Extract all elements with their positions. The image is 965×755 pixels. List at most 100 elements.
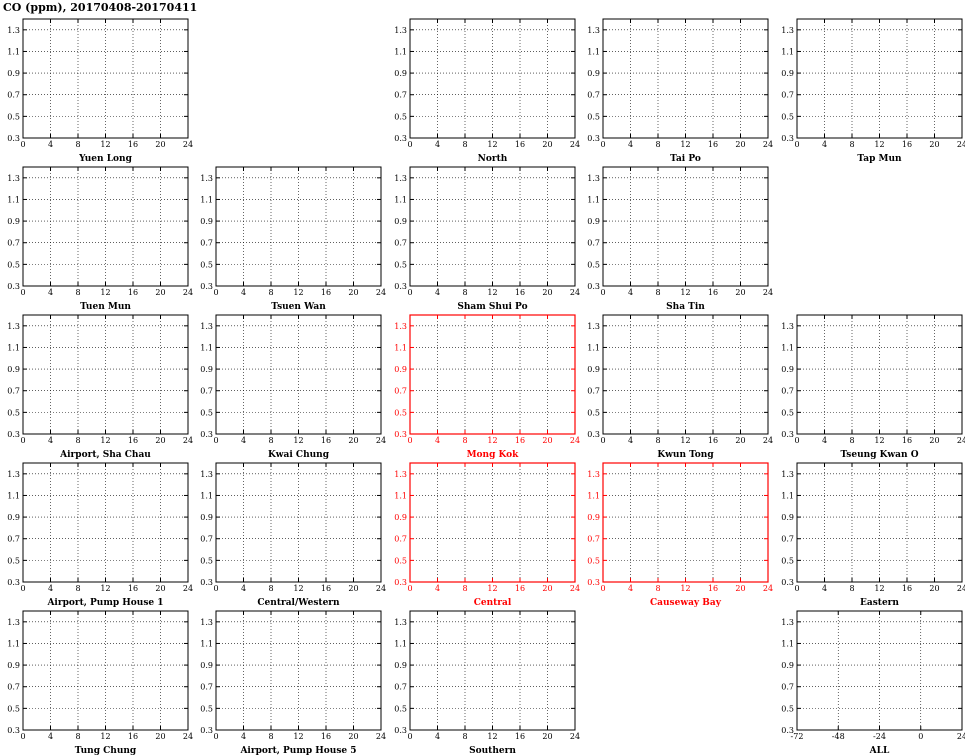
panel-label: Sha Tin — [666, 302, 705, 312]
x-tick-label: 0 — [20, 584, 25, 593]
panel-frame — [602, 18, 769, 139]
x-tick-label: 12 — [100, 732, 110, 741]
y-tick-label: 1.3 — [781, 26, 794, 35]
y-tick-label: 0.7 — [781, 387, 794, 396]
x-tick-label: 24 — [957, 436, 965, 445]
y-tick-label: 0.3 — [394, 726, 407, 735]
x-tick-label: 16 — [902, 140, 912, 149]
panel-frame — [602, 314, 769, 435]
panel-label: Tung Chung — [75, 746, 137, 755]
panel-19: 0 4 8 12 16 20 24 0.3 0.5 0.7 0.9 1.1 1.3 Airport, Pu… — [200, 610, 386, 755]
x-tick-label: 4 — [241, 436, 246, 445]
x-tick-label: 24 — [376, 584, 386, 593]
x-tick-label: 20 — [929, 436, 939, 445]
y-tick-label: 0.5 — [781, 556, 794, 565]
x-tick-label: 20 — [542, 436, 552, 445]
y-tick-label: 1.3 — [200, 322, 213, 331]
x-tick-label: 12 — [680, 436, 690, 445]
x-tick-label: 8 — [268, 732, 273, 741]
y-tick-label: 1.1 — [394, 195, 407, 204]
panel-label: Airport, Pump House 1 — [46, 598, 163, 608]
y-tick-label: 0.3 — [781, 578, 794, 587]
x-tick-label: 4 — [241, 584, 246, 593]
x-tick-label: 4 — [435, 732, 440, 741]
y-tick-label: 0.7 — [781, 683, 794, 692]
x-tick-label: 20 — [348, 288, 358, 297]
y-tick-label: 0.5 — [394, 112, 407, 121]
y-tick-label: 0.7 — [587, 535, 600, 544]
y-tick-label: 0.5 — [394, 260, 407, 269]
y-tick-label: 0.7 — [781, 91, 794, 100]
x-tick-label: 0 — [20, 732, 25, 741]
y-tick-label: 0.5 — [7, 112, 20, 121]
panel-15: 0 4 8 12 16 20 24 0.3 0.5 0.7 0.9 1.1 1.3 Central — [394, 462, 580, 608]
x-tick-label: 4 — [48, 140, 53, 149]
y-tick-label: 1.1 — [394, 47, 407, 56]
x-tick-label: 4 — [48, 732, 53, 741]
panel-label: Mong Kok — [467, 450, 520, 460]
x-tick-label: 0 — [407, 288, 412, 297]
x-tick-label: 8 — [75, 140, 80, 149]
y-tick-label: 1.3 — [781, 470, 794, 479]
y-tick-label: 0.5 — [200, 704, 213, 713]
panel-7: 0 4 8 12 16 20 24 0.3 0.5 0.7 0.9 1.1 1.3 Sha Tin — [587, 166, 773, 312]
x-tick-label: 4 — [48, 288, 53, 297]
x-tick-label: 24 — [376, 288, 386, 297]
x-tick-label: 20 — [542, 732, 552, 741]
y-tick-label: 0.3 — [200, 430, 213, 439]
panel-frame — [796, 314, 963, 435]
y-tick-label: 0.7 — [7, 683, 20, 692]
y-tick-label: 0.5 — [7, 556, 20, 565]
x-tick-label: 20 — [155, 732, 165, 741]
x-tick-label: 12 — [100, 140, 110, 149]
x-tick-label: 16 — [515, 584, 525, 593]
y-tick-label: 0.9 — [587, 513, 600, 522]
x-tick-label: 0 — [20, 436, 25, 445]
y-tick-label: 0.7 — [200, 387, 213, 396]
x-tick-label: 0 — [213, 436, 218, 445]
x-tick-label: 0 — [794, 140, 799, 149]
x-tick-label: 20 — [735, 140, 745, 149]
x-tick-label: 12 — [100, 436, 110, 445]
y-tick-label: 1.3 — [7, 618, 20, 627]
x-tick-label: 16 — [515, 436, 525, 445]
y-tick-label: 0.7 — [200, 239, 213, 248]
panel-label: Airport, Pump House 5 — [239, 746, 356, 755]
panel-label: Yuen Long — [78, 154, 132, 164]
x-tick-label: 4 — [48, 584, 53, 593]
y-tick-label: 0.5 — [200, 260, 213, 269]
x-tick-label: 24 — [763, 436, 773, 445]
x-tick-label: 0 — [794, 584, 799, 593]
y-tick-label: 0.3 — [587, 430, 600, 439]
x-tick-label: 8 — [75, 732, 80, 741]
x-tick-label: 24 — [957, 732, 965, 741]
y-tick-label: 1.3 — [781, 322, 794, 331]
x-tick-label: 16 — [902, 584, 912, 593]
panel-18: 0 4 8 12 16 20 24 0.3 0.5 0.7 0.9 1.1 1.3 Tung Chung — [7, 610, 193, 755]
x-tick-label: 16 — [321, 584, 331, 593]
x-tick-label: 0 — [407, 732, 412, 741]
y-tick-label: 0.3 — [781, 134, 794, 143]
x-tick-label: 24 — [376, 436, 386, 445]
x-tick-label: -24 — [873, 732, 886, 741]
x-tick-label: 20 — [542, 288, 552, 297]
y-tick-label: 1.3 — [394, 322, 407, 331]
panel-13: 0 4 8 12 16 20 24 0.3 0.5 0.7 0.9 1.1 1.3 Airport, Pu… — [7, 462, 193, 608]
x-tick-label: 12 — [487, 436, 497, 445]
panel-frame — [215, 610, 382, 731]
x-tick-label: 4 — [822, 436, 827, 445]
x-tick-label: 16 — [515, 140, 525, 149]
x-tick-label: 0 — [918, 732, 923, 741]
x-tick-label: 12 — [874, 436, 884, 445]
x-tick-label: 12 — [680, 140, 690, 149]
x-tick-label: 24 — [570, 732, 580, 741]
y-tick-label: 0.5 — [394, 556, 407, 565]
y-tick-label: 0.9 — [587, 217, 600, 226]
x-tick-label: 16 — [902, 436, 912, 445]
y-tick-label: 0.5 — [587, 112, 600, 121]
x-tick-label: 24 — [183, 140, 193, 149]
x-tick-label: 20 — [348, 732, 358, 741]
y-tick-label: 0.5 — [587, 408, 600, 417]
y-tick-label: 0.3 — [7, 134, 20, 143]
